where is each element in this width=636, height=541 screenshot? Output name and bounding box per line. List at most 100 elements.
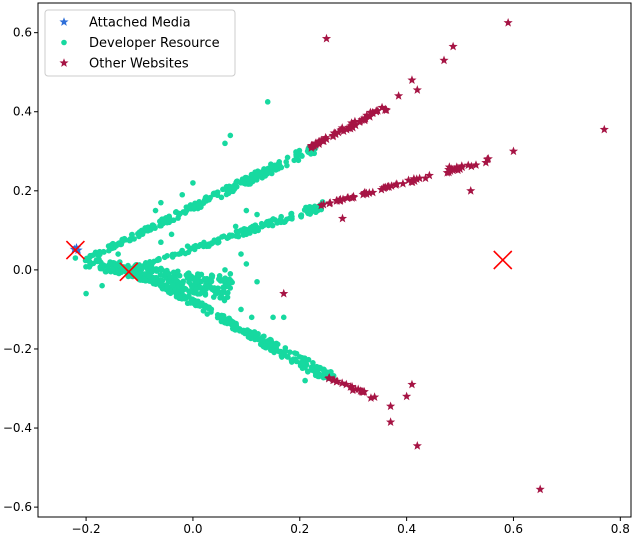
data-point bbox=[197, 204, 204, 210]
data-point bbox=[330, 128, 340, 138]
data-point bbox=[141, 271, 148, 277]
data-point bbox=[268, 347, 275, 353]
data-point bbox=[170, 217, 177, 224]
data-point bbox=[248, 171, 255, 178]
data-point bbox=[265, 169, 272, 176]
data-point bbox=[243, 207, 250, 214]
data-point bbox=[106, 247, 112, 254]
legend-marker bbox=[59, 17, 69, 26]
data-point bbox=[117, 241, 124, 248]
data-point bbox=[175, 215, 181, 221]
data-point bbox=[73, 245, 83, 254]
y-tick-label: 0.4 bbox=[13, 105, 32, 119]
data-point bbox=[276, 161, 283, 168]
data-point bbox=[105, 265, 112, 272]
data-point bbox=[341, 379, 351, 389]
data-point bbox=[206, 304, 213, 311]
data-point bbox=[206, 197, 212, 203]
data-point bbox=[86, 264, 93, 270]
y-tick-label: 0.6 bbox=[13, 26, 32, 40]
data-point bbox=[377, 102, 387, 112]
data-point bbox=[184, 243, 191, 249]
data-point bbox=[101, 249, 107, 255]
data-point bbox=[351, 120, 361, 130]
data-point bbox=[221, 285, 227, 292]
data-point bbox=[386, 401, 396, 411]
data-point bbox=[259, 169, 265, 175]
data-point bbox=[321, 132, 331, 142]
data-point bbox=[257, 337, 263, 343]
data-point bbox=[231, 186, 238, 193]
data-point bbox=[200, 243, 207, 250]
data-point bbox=[310, 360, 316, 366]
data-point bbox=[407, 379, 417, 389]
data-point bbox=[403, 175, 414, 185]
data-point bbox=[328, 375, 338, 385]
data-point bbox=[167, 274, 174, 280]
data-point bbox=[107, 260, 113, 267]
data-point bbox=[409, 174, 419, 183]
data-point bbox=[457, 162, 467, 172]
data-point bbox=[158, 277, 165, 283]
data-point bbox=[206, 243, 212, 249]
data-point bbox=[264, 99, 271, 105]
data-point bbox=[180, 286, 187, 293]
data-point bbox=[448, 41, 458, 51]
data-point bbox=[196, 271, 202, 278]
data-point bbox=[220, 278, 227, 284]
data-point bbox=[262, 343, 269, 349]
data-point bbox=[466, 161, 476, 171]
data-point bbox=[599, 124, 609, 134]
data-point bbox=[243, 230, 249, 237]
data-point bbox=[365, 112, 375, 121]
data-point bbox=[196, 198, 202, 205]
data-point bbox=[452, 162, 462, 172]
data-point bbox=[398, 178, 408, 188]
data-point bbox=[153, 268, 160, 274]
x-tick-label: 0.6 bbox=[504, 522, 523, 536]
data-point bbox=[294, 156, 300, 163]
data-point bbox=[146, 273, 152, 279]
data-point bbox=[381, 105, 392, 115]
data-point bbox=[204, 311, 211, 317]
cluster-centers bbox=[65, 240, 513, 282]
data-point bbox=[278, 352, 285, 359]
data-point bbox=[407, 75, 417, 84]
data-point bbox=[158, 266, 164, 273]
data-point bbox=[177, 210, 183, 217]
data-point bbox=[254, 211, 260, 218]
data-point bbox=[233, 178, 240, 185]
data-point bbox=[158, 222, 164, 229]
data-point bbox=[161, 254, 168, 261]
data-point bbox=[121, 235, 128, 242]
data-point bbox=[302, 377, 308, 384]
data-point bbox=[131, 269, 138, 276]
data-point bbox=[222, 140, 228, 147]
data-point bbox=[208, 278, 215, 285]
data-point bbox=[139, 229, 146, 236]
data-point bbox=[278, 213, 284, 220]
data-point bbox=[407, 177, 418, 187]
data-point bbox=[193, 286, 200, 293]
data-point bbox=[260, 222, 267, 229]
data-point bbox=[243, 261, 250, 267]
data-point bbox=[193, 298, 199, 305]
data-point bbox=[261, 333, 267, 340]
y-tick-label: −0.2 bbox=[3, 342, 32, 356]
data-point bbox=[154, 257, 161, 264]
data-point bbox=[347, 381, 357, 391]
data-point bbox=[366, 393, 376, 402]
data-point bbox=[254, 278, 260, 285]
data-point bbox=[284, 154, 291, 161]
data-point bbox=[282, 348, 288, 354]
data-point bbox=[288, 357, 295, 364]
x-tick-label: 0.0 bbox=[183, 522, 202, 536]
data-point bbox=[360, 115, 370, 125]
y-tick-label: −0.6 bbox=[3, 500, 32, 514]
series-other-websites bbox=[279, 17, 609, 494]
data-point bbox=[238, 306, 244, 313]
data-point bbox=[165, 279, 172, 285]
data-point bbox=[190, 180, 196, 186]
data-point bbox=[359, 387, 369, 396]
data-point bbox=[110, 266, 116, 273]
